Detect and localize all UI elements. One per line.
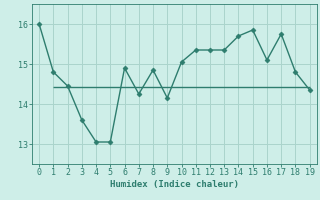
X-axis label: Humidex (Indice chaleur): Humidex (Indice chaleur) bbox=[110, 180, 239, 189]
